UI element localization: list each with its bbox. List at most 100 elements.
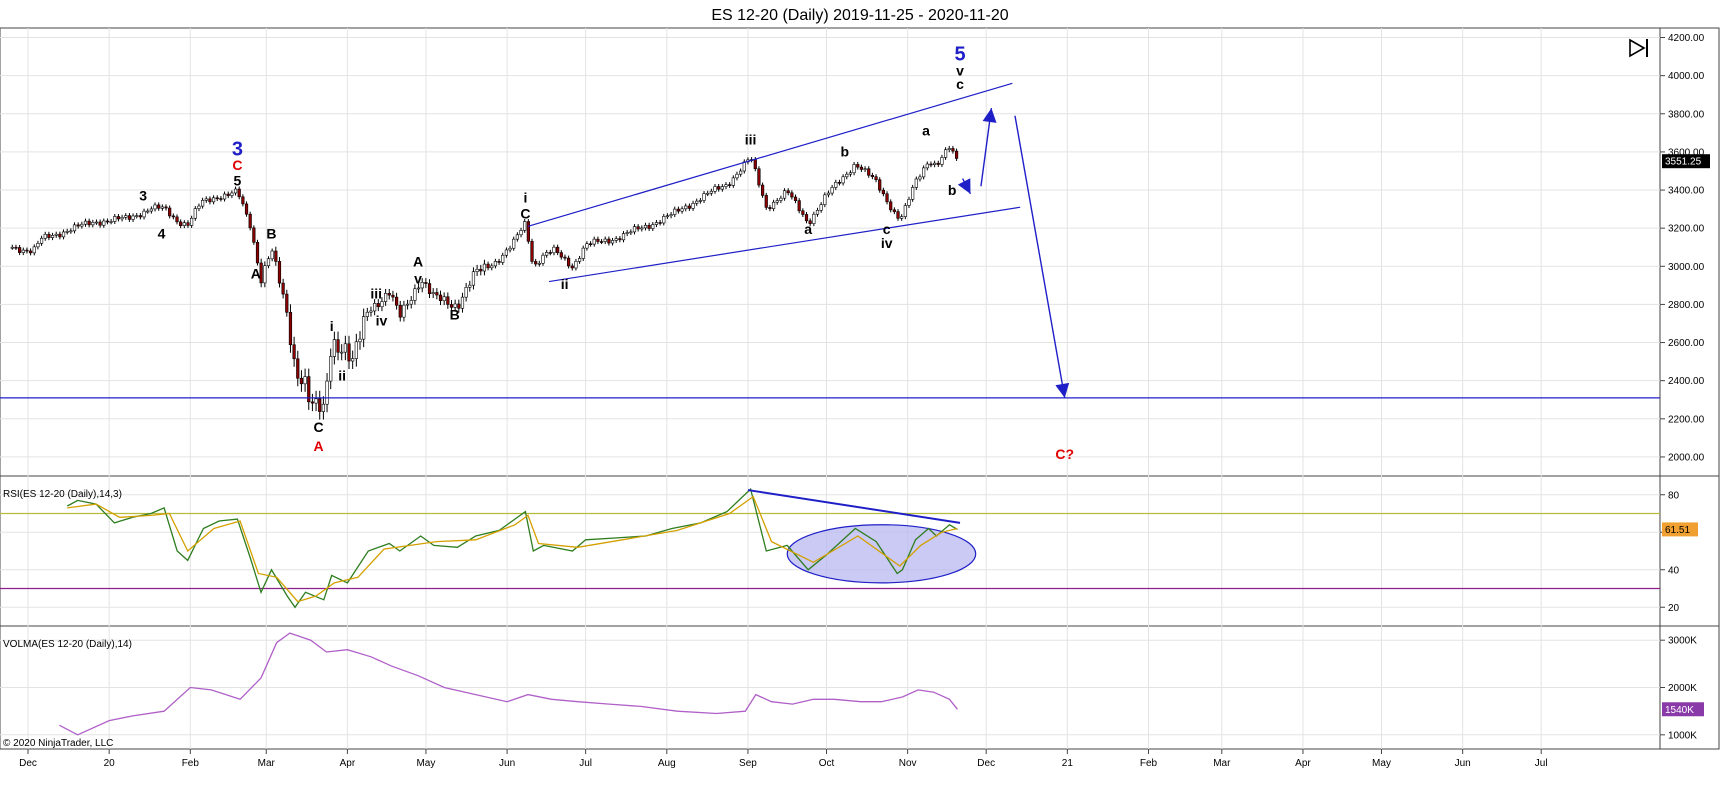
price-candle-body — [332, 339, 336, 357]
price-candle-body — [72, 224, 77, 232]
price-candle-body — [486, 263, 490, 269]
wave-label: iii — [370, 286, 382, 302]
price-candle-body — [270, 250, 274, 260]
x-tick-label: Mar — [258, 758, 276, 769]
price-candle-body — [907, 199, 911, 206]
y-tick-label: 3800.00 — [1668, 109, 1705, 120]
price-candle-body — [603, 238, 607, 242]
x-tick-label: May — [416, 758, 435, 769]
price-candle-body — [91, 222, 95, 226]
price-candle-body — [567, 257, 571, 267]
price-candle-body — [515, 234, 519, 240]
wave-label: iv — [376, 312, 388, 328]
wave-label: v — [414, 270, 422, 286]
y-tick-label: 2800.00 — [1668, 300, 1705, 311]
price-candle-body — [786, 190, 790, 194]
price-candle-body — [113, 216, 117, 222]
projection-arrow — [1014, 115, 1066, 398]
price-candle-body — [570, 265, 574, 269]
price-candle-body — [281, 282, 285, 295]
price-candle-body — [706, 192, 710, 195]
price-candle-body — [120, 217, 124, 220]
price-candle-body — [105, 220, 110, 223]
price-candle-body — [146, 210, 150, 213]
price-candle-body — [266, 258, 271, 267]
price-candle-body — [138, 215, 142, 218]
price-candle-body — [58, 233, 62, 238]
wave-label: i — [330, 318, 334, 334]
price-candle-body — [402, 304, 406, 318]
x-tick-label: Jun — [1455, 758, 1471, 769]
price-candle-body — [903, 205, 907, 217]
wave-label: c — [956, 76, 964, 92]
price-candle-body — [248, 213, 252, 229]
price-candle-body — [343, 343, 347, 353]
price-candle-body — [157, 204, 161, 209]
price-candle-body — [771, 201, 776, 209]
price-candle-body — [18, 247, 22, 253]
volma-line — [59, 632, 958, 736]
price-candle-body — [647, 225, 651, 229]
price-candle-body — [391, 294, 395, 298]
price-candle-body — [559, 252, 563, 258]
price-candle-body — [124, 215, 128, 218]
price-candle-body — [830, 187, 834, 194]
price-candle-body — [204, 198, 208, 201]
price-candle-body — [464, 287, 468, 298]
price-candle-body — [621, 233, 626, 241]
price-candle-body — [292, 344, 296, 360]
price-candle-body — [812, 213, 816, 224]
price-candle-body — [739, 170, 743, 175]
price-candle-body — [870, 174, 874, 177]
price-candle-body — [36, 243, 40, 248]
y-tick-label: 80 — [1668, 490, 1680, 501]
x-tick-label: Feb — [182, 758, 200, 769]
price-candle-body — [409, 300, 413, 305]
price-candle-body — [468, 284, 472, 288]
price-candle-body — [446, 296, 450, 305]
price-candle-body — [50, 235, 55, 238]
price-candle-body — [80, 223, 84, 227]
x-tick-label: Jul — [579, 758, 592, 769]
wave-label: C — [232, 157, 242, 173]
price-candle-body — [43, 233, 47, 239]
price-candle-body — [848, 172, 853, 175]
price-candle-body — [329, 356, 333, 382]
skip-to-end-icon[interactable] — [1629, 38, 1648, 58]
price-candle-body — [453, 303, 457, 308]
wave-label: B — [266, 226, 276, 242]
price-candle-body — [394, 296, 399, 306]
price-candle-body — [424, 282, 428, 284]
price-candle-body — [610, 240, 615, 244]
price-candle-body — [892, 209, 896, 212]
price-candle-body — [175, 216, 179, 223]
price-candle-body — [116, 216, 121, 220]
price-candle-body — [863, 168, 867, 171]
price-candle-body — [951, 148, 955, 152]
price-candle-body — [793, 196, 798, 201]
price-candle-body — [629, 231, 633, 234]
y-tick-label: 40 — [1668, 565, 1680, 576]
channel-line — [527, 82, 1013, 227]
volma-value-badge — [1662, 702, 1704, 717]
price-candle-body — [731, 177, 735, 186]
wave-label: iv — [881, 235, 893, 251]
price-candle-body — [643, 225, 648, 229]
x-tick-label: Apr — [1295, 758, 1311, 769]
price-candle-body — [753, 159, 757, 170]
price-candle-body — [519, 230, 523, 236]
price-candle-body — [826, 192, 831, 196]
price-candle-body — [479, 268, 483, 272]
price-candle-body — [153, 204, 157, 210]
price-candle-body — [369, 310, 373, 313]
price-candle-body — [230, 192, 234, 196]
price-candle-body — [592, 238, 596, 245]
price-candle-body — [47, 233, 51, 238]
price-candle-body — [596, 238, 600, 242]
wave-label: v — [956, 63, 964, 79]
price-candle-body — [197, 205, 201, 209]
price-candle-body — [801, 210, 805, 215]
price-candle-body — [475, 268, 479, 272]
price-candle-body — [354, 341, 358, 359]
